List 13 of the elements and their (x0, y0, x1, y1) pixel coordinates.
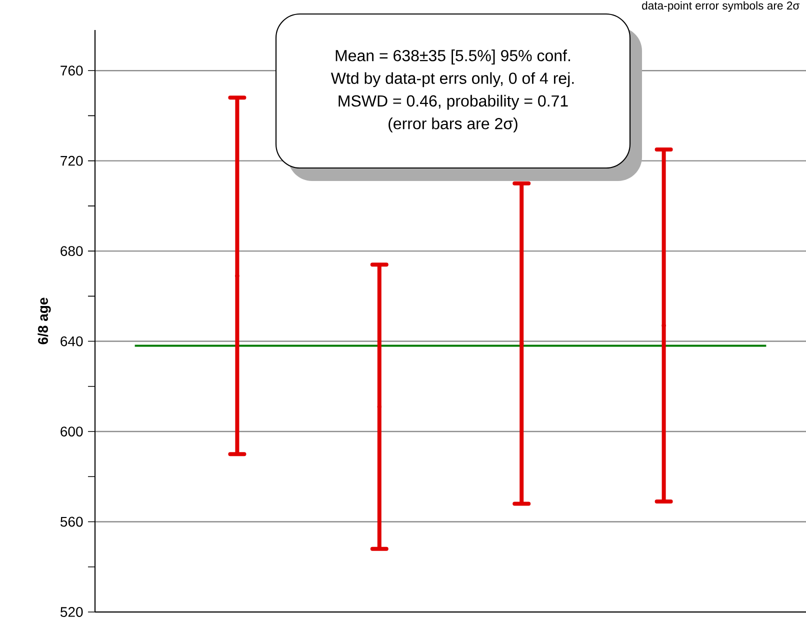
y-tick-label: 600 (60, 426, 83, 436)
y-tick-label: 720 (60, 156, 83, 166)
y-axis-title: 6/8 age (38, 298, 51, 344)
annotation: Wtd by data-pt errs only, 0 of 4 rej. (330, 72, 574, 88)
annotation: Mean = 638±35 [5.5%] 95% conf. (336, 50, 570, 64)
annotation: MSWD = 0.46, probability = 0.71 (338, 94, 568, 110)
y-tick-label: 640 (60, 336, 83, 346)
y-tick-label: 760 (60, 66, 83, 76)
text: data-point error symbols are 2σ (642, 1, 800, 12)
y-tick-label: 560 (60, 516, 83, 527)
y-tick-label: 680 (60, 246, 83, 256)
y-tick-label: 520 (60, 607, 83, 617)
annotation: (error bars are 2σ) (388, 118, 518, 132)
